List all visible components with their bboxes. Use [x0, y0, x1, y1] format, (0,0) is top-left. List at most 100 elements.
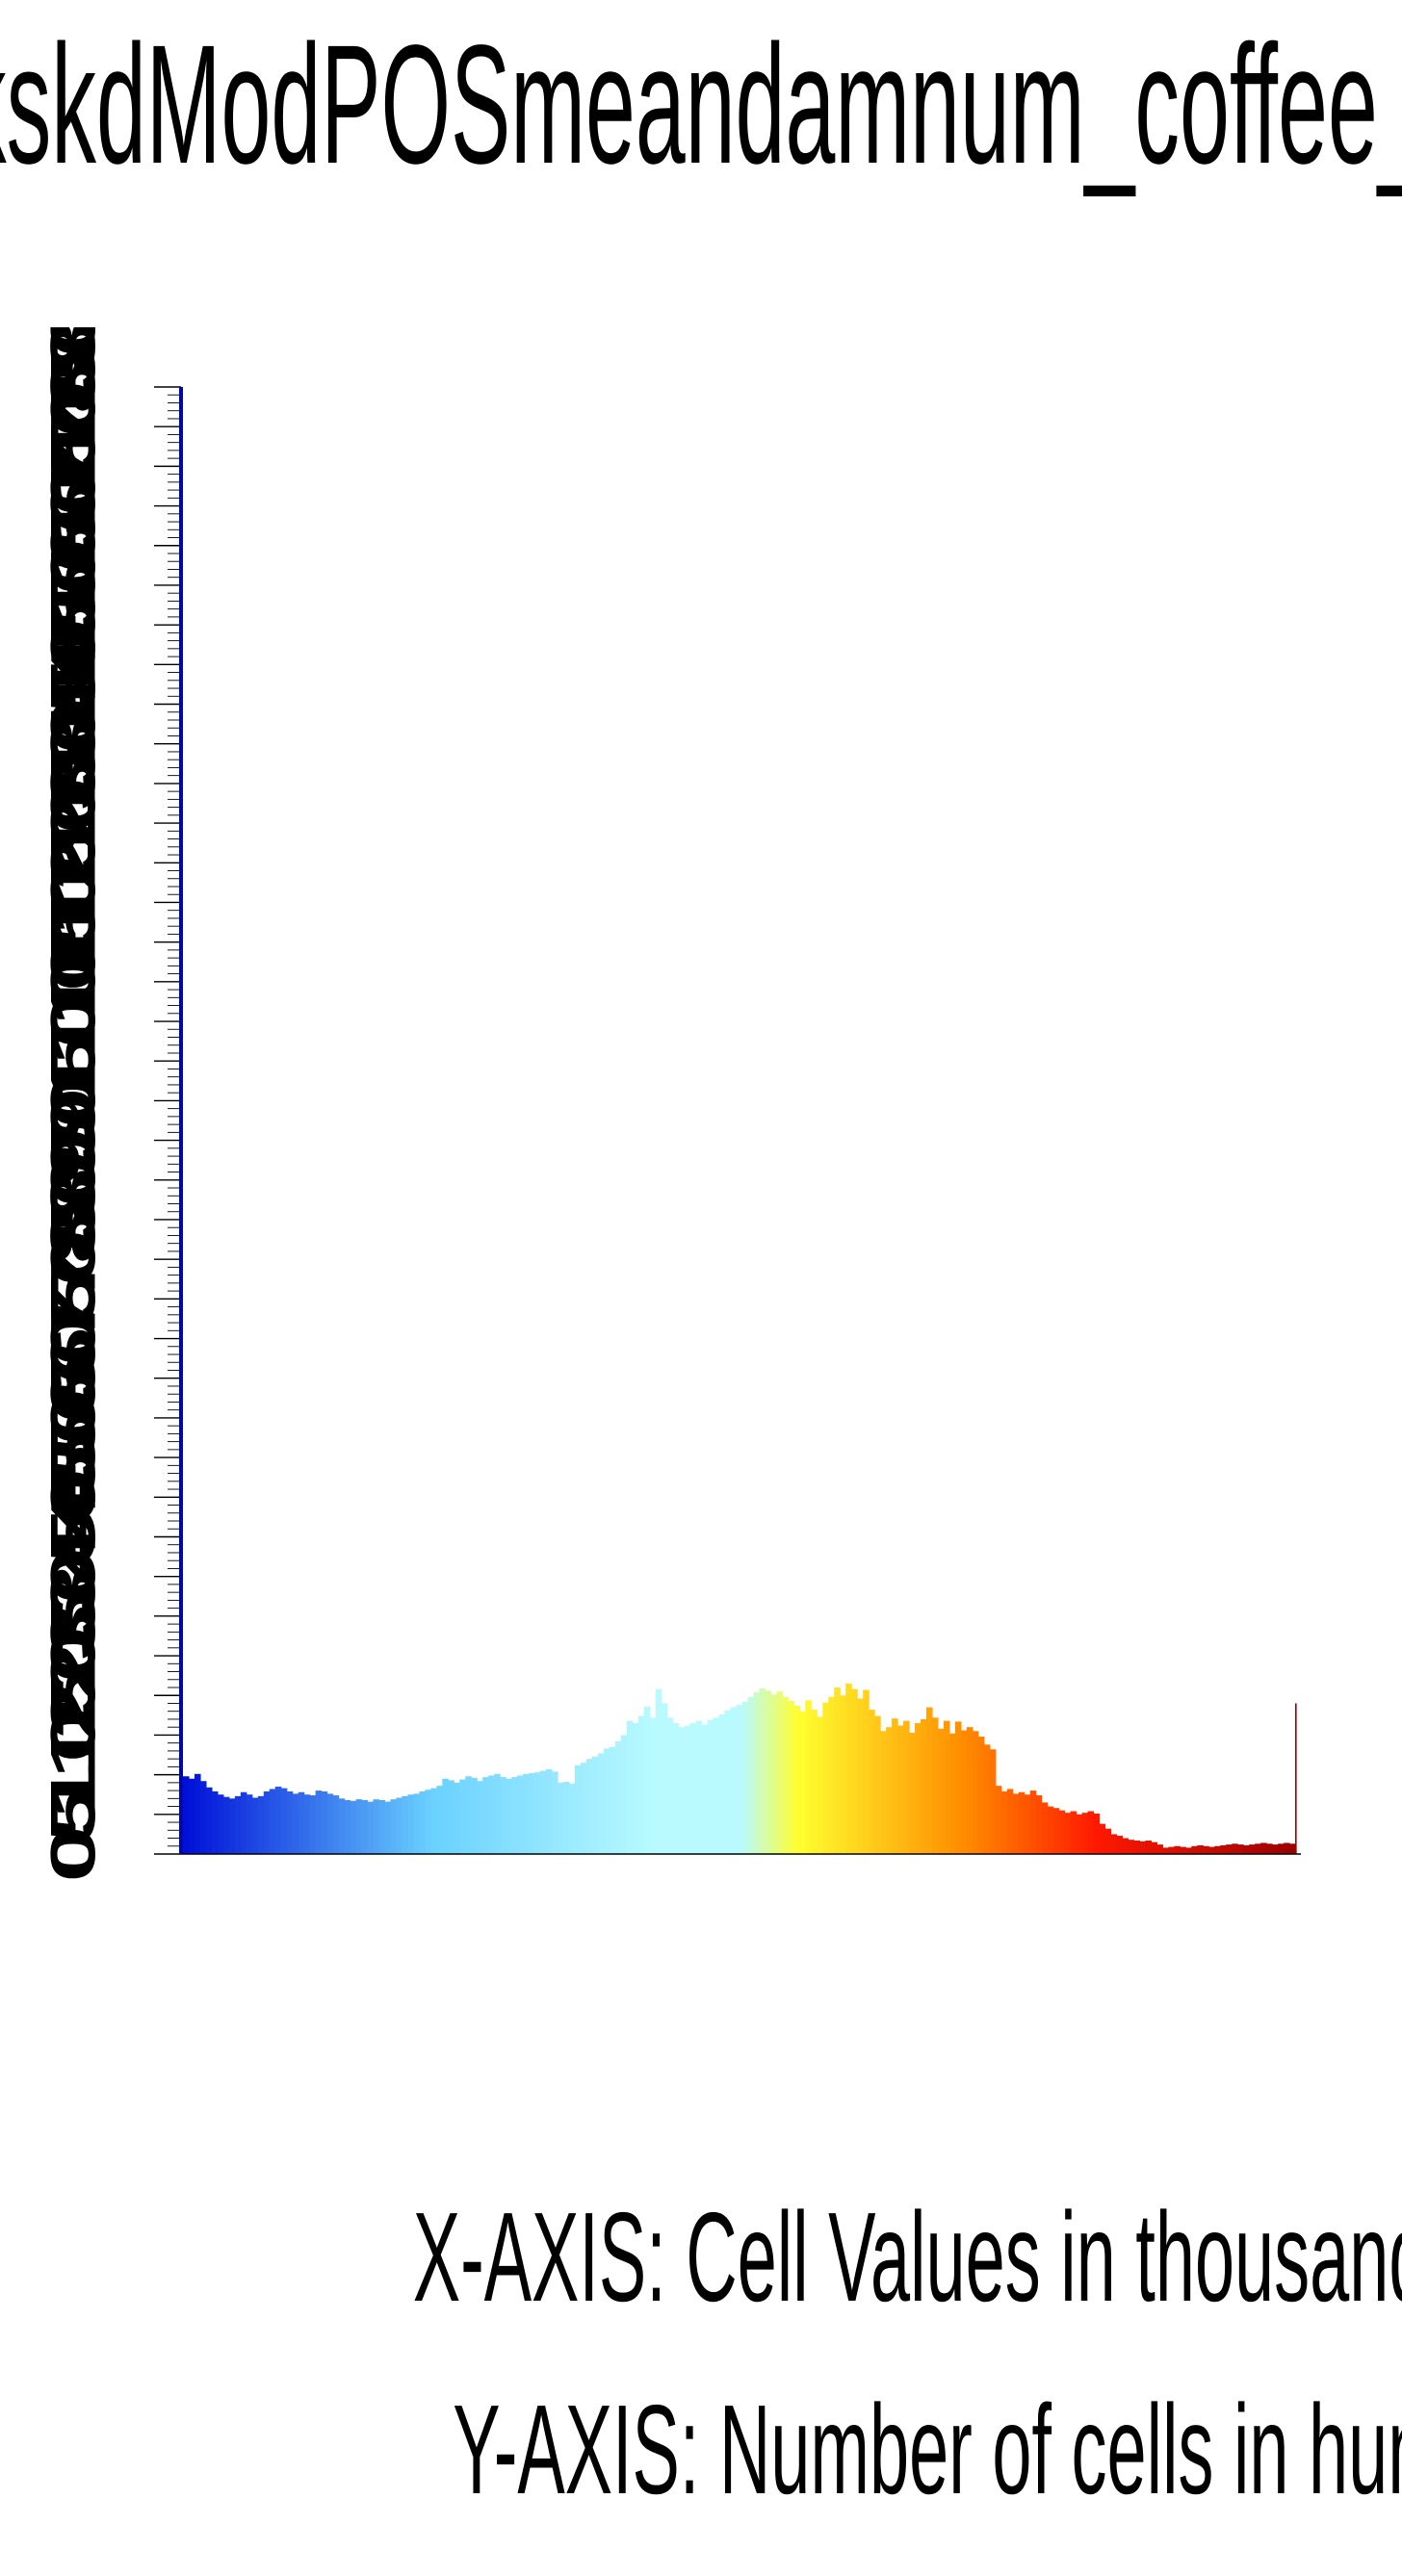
histogram-bar: [361, 1799, 369, 1854]
histogram-bar: [793, 1705, 800, 1854]
histogram-bar: [321, 1790, 328, 1854]
histogram-bar: [730, 1707, 738, 1854]
histogram-bar: [436, 1786, 443, 1854]
histogram-bar: [903, 1720, 910, 1854]
histogram-bar: [1047, 1806, 1054, 1854]
histogram-bar: [1035, 1795, 1043, 1854]
histogram-bar: [251, 1797, 259, 1854]
x-axis-caption-text: X-AXIS: Cell Values in thousands: [412, 2186, 1402, 2328]
histogram-bar: [419, 1790, 426, 1854]
y-axis-caption-text: Y-AXIS: Number of cells in hundreds: [453, 2379, 1402, 2520]
histogram-bar: [931, 1717, 939, 1854]
histogram-bar: [350, 1800, 357, 1854]
histogram-bar: [1145, 1841, 1152, 1854]
histogram-bar: [943, 1720, 950, 1854]
histogram-bar: [960, 1730, 968, 1854]
histogram-bar: [1076, 1814, 1083, 1854]
histogram-bar: [713, 1717, 720, 1854]
histogram-bar: [465, 1776, 472, 1854]
histogram-bar: [776, 1691, 783, 1854]
histogram-bar: [488, 1775, 495, 1854]
histogram-bar: [511, 1777, 518, 1854]
histogram-bar: [1024, 1794, 1031, 1854]
histogram-bar: [817, 1716, 823, 1854]
histogram-bar: [257, 1795, 265, 1854]
histogram-bar: [217, 1794, 224, 1854]
histogram-bar: [338, 1798, 346, 1854]
histogram-bar: [811, 1710, 818, 1854]
histogram-bar: [1208, 1846, 1215, 1854]
histogram-bar: [834, 1687, 841, 1854]
histogram-bar: [954, 1721, 962, 1854]
histogram-bar: [1174, 1845, 1181, 1854]
histogram-bar: [442, 1778, 449, 1854]
histogram-bar: [1128, 1840, 1135, 1854]
histogram-bar: [591, 1756, 599, 1854]
histogram-bar: [1156, 1844, 1163, 1854]
histogram-bar: [407, 1794, 414, 1854]
histogram-bar: [1260, 1842, 1267, 1854]
histogram-bar: [805, 1700, 812, 1854]
x-axis-caption: X-AXIS: Cell Values in thousands: [0, 2185, 1402, 2330]
histogram-bar: [246, 1794, 253, 1854]
histogram-bar: [585, 1759, 593, 1854]
histogram-bar: [909, 1732, 916, 1854]
histogram-bar: [863, 1689, 870, 1854]
histogram-bar: [355, 1799, 363, 1854]
histogram-bar: [684, 1725, 691, 1854]
histogram-bar: [603, 1748, 610, 1854]
histogram-bar: [724, 1710, 732, 1854]
histogram-bar: [546, 1768, 553, 1854]
histogram-bar: [1133, 1841, 1141, 1854]
histogram-bars: [183, 1683, 1297, 1854]
histogram-bar: [1232, 1843, 1238, 1854]
histogram-bar: [482, 1777, 489, 1854]
histogram-bar: [1099, 1823, 1106, 1854]
histogram-bar: [205, 1787, 213, 1854]
histogram-bar: [1237, 1844, 1244, 1854]
histogram-bar: [534, 1772, 541, 1854]
histogram-bar: [1012, 1793, 1020, 1854]
histogram-bar: [966, 1727, 974, 1854]
histogram-bar: [274, 1786, 282, 1854]
histogram-bar: [384, 1801, 392, 1854]
histogram-bar: [568, 1783, 576, 1854]
histogram-bar: [494, 1773, 501, 1854]
histogram-bar: [286, 1790, 294, 1854]
histogram-bar: [741, 1701, 749, 1854]
histogram-bar: [228, 1798, 236, 1854]
histogram-bar: [303, 1794, 311, 1854]
histogram-bar: [701, 1724, 709, 1854]
histogram-bar: [211, 1790, 219, 1854]
histogram-bar: [1041, 1802, 1049, 1854]
histogram-bar: [1151, 1842, 1157, 1854]
histogram-bar: [1185, 1847, 1192, 1854]
histogram-bar: [500, 1777, 506, 1854]
histogram-bar: [948, 1733, 956, 1854]
histogram-bar: [1139, 1841, 1147, 1854]
histogram-bar: [1180, 1846, 1186, 1854]
histogram-bar: [926, 1707, 933, 1854]
chart-title: kskdModPOSmeandamnum_coffee_03oct19_avg …: [0, 0, 1402, 260]
histogram-bar: [840, 1695, 846, 1854]
histogram-bar: [552, 1771, 558, 1854]
histogram-bar: [626, 1720, 634, 1854]
histogram-bar: [689, 1723, 697, 1854]
histogram-bar: [782, 1696, 789, 1854]
histogram-bar: [309, 1795, 317, 1854]
histogram-bar: [234, 1795, 242, 1854]
histogram-bar: [1278, 1843, 1285, 1854]
histogram-bar: [695, 1720, 703, 1854]
histogram-bar: [326, 1793, 334, 1854]
histogram-bar: [1226, 1844, 1233, 1854]
histogram-bar: [183, 1776, 190, 1854]
histogram-bar: [1249, 1844, 1256, 1854]
histogram-bar: [718, 1714, 726, 1854]
histogram-bar: [390, 1799, 398, 1854]
histogram-bar: [240, 1791, 247, 1854]
histogram-bar: [869, 1710, 875, 1854]
histogram-bar: [880, 1731, 887, 1854]
histogram-bar: [759, 1687, 766, 1854]
